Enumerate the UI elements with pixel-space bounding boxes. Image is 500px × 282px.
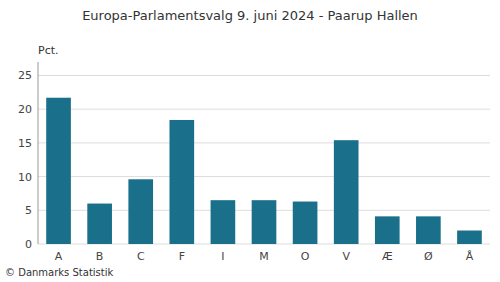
x-tick-label: C (137, 250, 145, 263)
y-tick-label: 25 (18, 69, 32, 82)
bar (169, 120, 194, 244)
y-axis-line (38, 62, 39, 244)
grid-line (38, 176, 490, 177)
title: Europa-Parlamentsvalg 9. juni 2024 - Paa… (82, 8, 418, 23)
bar (87, 204, 112, 244)
grid-line (38, 142, 490, 143)
y-grid: 0 5 10 15 20 25 (18, 69, 490, 251)
bar (457, 231, 482, 244)
bar (252, 200, 277, 244)
bar (293, 202, 318, 244)
x-tick-label: O (301, 250, 310, 263)
y-axis-label: Pct. (38, 44, 59, 57)
bar (375, 216, 400, 244)
y-tick-label: 5 (25, 204, 32, 217)
x-tick-label: Æ (382, 250, 393, 263)
x-axis: ABCFIMOVÆØÅ (55, 250, 474, 263)
x-tick-label: Å (466, 250, 474, 263)
chart-container: Europa-Parlamentsvalg 9. juni 2024 - Paa… (0, 0, 500, 282)
y-tick-label: 15 (18, 137, 32, 150)
bar (128, 179, 153, 244)
x-tick-label: A (55, 250, 63, 263)
grid-line (38, 109, 490, 110)
bar (334, 140, 359, 244)
grid-line (38, 75, 490, 76)
bar (211, 200, 236, 244)
y-tick-label: 10 (18, 171, 32, 184)
x-tick-label: V (342, 250, 350, 263)
y-tick-label: 20 (18, 103, 32, 116)
y-tick-label: 0 (25, 238, 32, 251)
chart-svg: Europa-Parlamentsvalg 9. juni 2024 - Paa… (0, 0, 500, 282)
x-tick-label: B (96, 250, 104, 263)
x-tick-label: M (259, 250, 269, 263)
x-tick-label: F (179, 250, 185, 263)
footer: © Danmarks Statistik (5, 267, 114, 278)
bars (46, 98, 482, 244)
x-tick-label: I (221, 250, 224, 263)
bar (416, 216, 441, 244)
x-tick-label: Ø (424, 250, 433, 263)
bar (46, 98, 71, 244)
